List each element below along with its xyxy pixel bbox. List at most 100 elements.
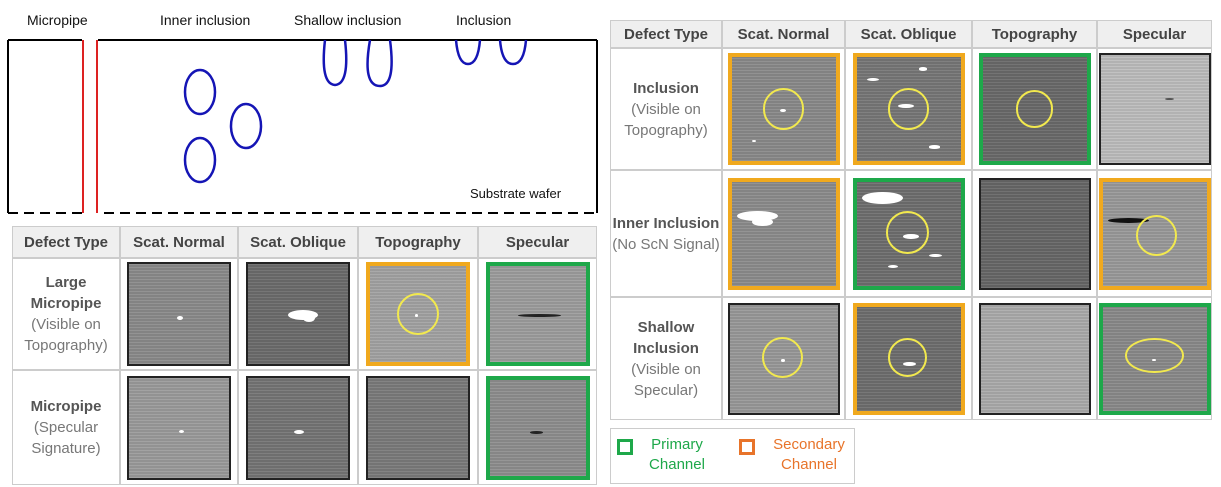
channel-image [1099, 178, 1211, 290]
image-cell [972, 170, 1097, 297]
channel-image [246, 376, 350, 480]
row-label: Large Micropipe(Visible on Topography) [12, 258, 120, 370]
row-label: Shallow Inclusion(Visible on Specular) [610, 297, 722, 420]
channel-image [979, 53, 1091, 165]
highlight-circle [1136, 215, 1178, 257]
table-header: Topography [972, 20, 1097, 48]
channel-image [728, 53, 840, 165]
defect-note: (No ScN Signal) [612, 234, 720, 255]
defect-note: (Visible on Specular) [611, 359, 721, 401]
channel-image [486, 376, 590, 480]
channel-image [486, 262, 590, 366]
table-header: Scat. Oblique [845, 20, 972, 48]
highlight-circle [1125, 338, 1183, 373]
channel-image [1099, 53, 1211, 165]
legend-swatch [617, 439, 633, 455]
highlight-circle [763, 88, 805, 130]
image-cell [845, 48, 972, 170]
image-cell [845, 170, 972, 297]
defect-spot [867, 78, 879, 81]
image-cell [1097, 297, 1212, 420]
image-cell [1097, 170, 1212, 297]
channel-image [853, 53, 965, 165]
diagram-label: Micropipe [27, 12, 88, 28]
image-cell [120, 370, 238, 485]
defect-name: Large Micropipe [13, 272, 119, 314]
table-header: Scat. Normal [120, 226, 238, 258]
image-cell [722, 48, 845, 170]
defect-spot [888, 265, 898, 268]
image-cell [238, 370, 358, 485]
defect-note: (Visible on Topography) [611, 99, 721, 141]
image-cell [972, 297, 1097, 420]
legend-label: Primary Channel [637, 435, 717, 475]
defect-spot [752, 140, 756, 142]
legend-label: Secondary Channel [759, 435, 859, 475]
defect-name: Shallow Inclusion [611, 317, 721, 359]
channel-image [728, 178, 840, 290]
highlight-circle [886, 211, 930, 255]
highlight-circle [1016, 90, 1053, 127]
diagram-label: Inner inclusion [160, 12, 250, 28]
image-cell [722, 170, 845, 297]
image-cell [120, 258, 238, 370]
channel-image [853, 178, 965, 290]
channel-image [1099, 303, 1211, 415]
defect-streak [530, 431, 543, 434]
channel-image [127, 262, 231, 366]
defect-name: Inclusion [633, 78, 699, 99]
image-cell [238, 258, 358, 370]
image-cell [1097, 48, 1212, 170]
diagram-label: Shallow inclusion [294, 12, 401, 28]
table-header: Topography [358, 226, 478, 258]
channel-image [366, 262, 470, 366]
table-header: Defect Type [610, 20, 722, 48]
channel-image [853, 303, 965, 415]
image-cell [845, 297, 972, 420]
image-cell [358, 258, 478, 370]
channel-image [979, 178, 1091, 290]
channel-image [728, 303, 840, 415]
row-label: Inclusion(Visible on Topography) [610, 48, 722, 170]
row-label: Micropipe(Specular Signature) [12, 370, 120, 485]
defect-note: (Specular Signature) [13, 417, 119, 459]
legend-swatch [739, 439, 755, 455]
highlight-circle [888, 88, 930, 130]
channel-image [127, 376, 231, 480]
defect-streak [1165, 98, 1174, 100]
channel-image [246, 262, 350, 366]
table-header: Specular [1097, 20, 1212, 48]
table-header: Scat. Oblique [238, 226, 358, 258]
highlight-circle [762, 337, 803, 378]
image-cell [478, 258, 597, 370]
defect-spot [179, 430, 184, 433]
channel-image [979, 303, 1091, 415]
image-cell [478, 370, 597, 485]
defect-spot [929, 145, 939, 148]
defect-spot [294, 430, 304, 434]
image-cell [358, 370, 478, 485]
defect-name: Micropipe [31, 396, 102, 417]
defect-note: (Visible on Topography) [13, 314, 119, 356]
defect-spot [919, 67, 927, 70]
table-header: Specular [478, 226, 597, 258]
substrate-label: Substrate wafer [470, 186, 561, 201]
defect-streak [518, 314, 560, 317]
row-label: Inner Inclusion(No ScN Signal) [610, 170, 722, 297]
image-cell [972, 48, 1097, 170]
defect-spot [177, 316, 183, 320]
image-cell [722, 297, 845, 420]
defect-spot [303, 314, 315, 322]
defect-spot [862, 192, 904, 204]
highlight-circle [888, 338, 928, 378]
page: Micropipe Inner inclusion Shallow inclusio… [0, 0, 1221, 487]
table-header: Scat. Normal [722, 20, 845, 48]
table-header: Defect Type [12, 226, 120, 258]
channel-image [366, 376, 470, 480]
highlight-circle [397, 293, 439, 335]
defect-spot [752, 218, 773, 226]
defect-spot [929, 254, 941, 257]
diagram-label: Inclusion [456, 12, 511, 28]
defect-name: Inner Inclusion [613, 213, 720, 234]
